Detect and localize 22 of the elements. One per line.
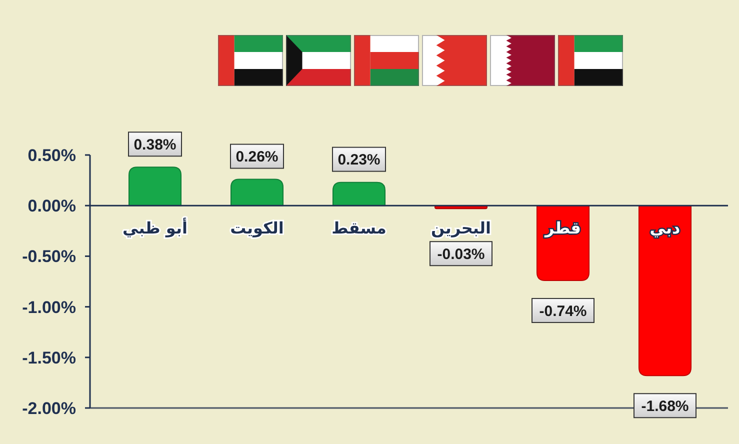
data-label: 0.38% bbox=[134, 136, 176, 154]
bar bbox=[230, 178, 284, 206]
y-tick-label: 0.00% bbox=[28, 196, 76, 216]
y-tick-label: -1.00% bbox=[22, 298, 76, 317]
bar bbox=[638, 205, 692, 376]
data-label: -1.68% bbox=[641, 398, 689, 416]
data-label: 0.23% bbox=[338, 152, 380, 169]
x-tick-label: مسقط bbox=[332, 218, 386, 238]
bar bbox=[128, 166, 182, 206]
data-label: -0.74% bbox=[539, 302, 587, 320]
y-tick-label: 0.50% bbox=[28, 146, 76, 165]
data-label: -0.03% bbox=[437, 246, 485, 263]
x-tick-label: البحرين bbox=[431, 218, 491, 238]
y-tick-label: -1.50% bbox=[22, 348, 76, 368]
x-tick-label: الكويت bbox=[230, 218, 284, 238]
y-tick-label: -2.00% bbox=[22, 398, 76, 418]
data-label: 0.26% bbox=[236, 148, 278, 166]
y-tick-label: -0.50% bbox=[22, 247, 76, 266]
x-tick-label: دبي bbox=[650, 218, 680, 238]
bar bbox=[332, 182, 386, 206]
x-tick-label: قطر bbox=[544, 218, 582, 238]
x-tick-label: أبو ظبي bbox=[122, 218, 188, 238]
